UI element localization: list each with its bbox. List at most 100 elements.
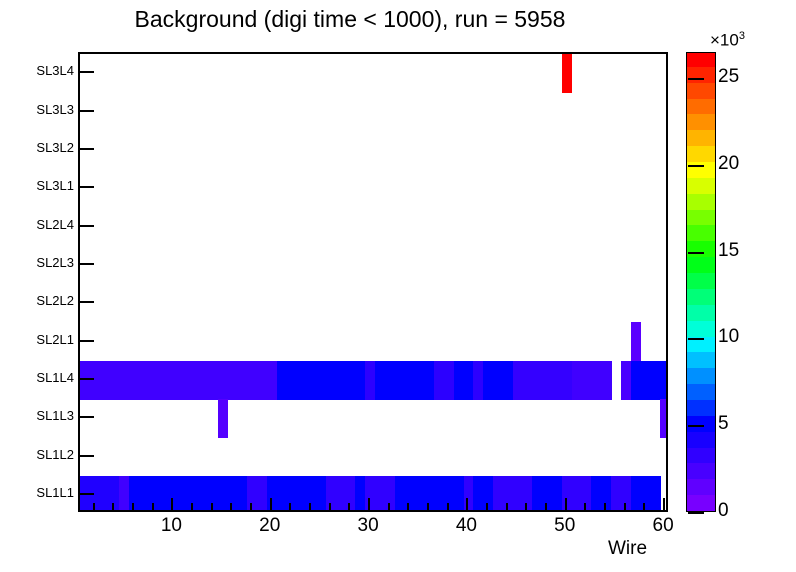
- heatmap-cell[interactable]: [227, 360, 238, 400]
- heatmap-cell[interactable]: [306, 475, 317, 510]
- heatmap-cell[interactable]: [561, 360, 573, 400]
- heatmap-cell[interactable]: [561, 475, 573, 510]
- heatmap-cell[interactable]: [434, 475, 445, 510]
- heatmap-cell[interactable]: [286, 360, 297, 400]
- heatmap-cell[interactable]: [463, 475, 474, 510]
- heatmap-cell[interactable]: [434, 360, 445, 400]
- heatmap-cell[interactable]: [542, 360, 553, 400]
- heatmap-cell[interactable]: [355, 360, 366, 400]
- heatmap-cell[interactable]: [266, 360, 278, 400]
- heatmap-cell[interactable]: [620, 360, 632, 400]
- heatmap-cell[interactable]: [109, 360, 120, 400]
- heatmap-cell[interactable]: [483, 360, 494, 400]
- heatmap-cell[interactable]: [620, 475, 632, 510]
- heatmap-cell[interactable]: [296, 360, 307, 400]
- heatmap-cell[interactable]: [640, 360, 651, 400]
- heatmap-cell[interactable]: [257, 360, 268, 400]
- heatmap-cell[interactable]: [630, 360, 642, 400]
- heatmap-cell[interactable]: [414, 475, 425, 510]
- heatmap-cell[interactable]: [296, 475, 307, 510]
- heatmap-cell[interactable]: [178, 475, 189, 510]
- heatmap-cell[interactable]: [384, 360, 396, 400]
- heatmap-cell[interactable]: [512, 360, 524, 400]
- heatmap-cell[interactable]: [394, 475, 406, 510]
- heatmap-cell[interactable]: [453, 475, 465, 510]
- heatmap-cell[interactable]: [522, 475, 533, 510]
- heatmap-cell[interactable]: [581, 360, 592, 400]
- heatmap-cell[interactable]: [552, 475, 563, 510]
- heatmap-cell[interactable]: [276, 360, 288, 400]
- heatmap-cell[interactable]: [198, 475, 209, 510]
- heatmap-cell[interactable]: [286, 475, 297, 510]
- heatmap-cell[interactable]: [463, 360, 474, 400]
- heatmap-cell[interactable]: [109, 475, 120, 510]
- heatmap-cell[interactable]: [611, 475, 622, 510]
- heatmap-cell[interactable]: [335, 360, 347, 400]
- heatmap-cell[interactable]: [502, 360, 514, 400]
- heatmap-cell[interactable]: [168, 475, 179, 510]
- heatmap-cell[interactable]: [630, 475, 642, 510]
- heatmap-cell[interactable]: [483, 475, 494, 510]
- heatmap-cell[interactable]: [493, 475, 504, 510]
- heatmap-cell[interactable]: [266, 475, 278, 510]
- heatmap-cell[interactable]: [493, 360, 504, 400]
- heatmap-cell[interactable]: [227, 475, 238, 510]
- heatmap-cell[interactable]: [443, 360, 455, 400]
- heatmap-cell[interactable]: [522, 360, 533, 400]
- heatmap-cell[interactable]: [532, 475, 543, 510]
- heatmap-cell[interactable]: [119, 360, 130, 400]
- heatmap-plot-area[interactable]: [78, 52, 668, 512]
- heatmap-cell[interactable]: [473, 475, 484, 510]
- heatmap-cell[interactable]: [237, 475, 248, 510]
- heatmap-cell[interactable]: [80, 360, 91, 400]
- heatmap-cell[interactable]: [335, 475, 347, 510]
- heatmap-cell[interactable]: [571, 360, 583, 400]
- heatmap-cell[interactable]: [404, 475, 415, 510]
- heatmap-cell[interactable]: [601, 360, 612, 400]
- heatmap-cell[interactable]: [512, 475, 524, 510]
- heatmap-cell[interactable]: [178, 360, 189, 400]
- heatmap-cell[interactable]: [453, 360, 465, 400]
- heatmap-cell[interactable]: [660, 360, 666, 400]
- heatmap-cell[interactable]: [119, 475, 130, 510]
- heatmap-cell[interactable]: [581, 475, 592, 510]
- heatmap-cell[interactable]: [630, 322, 642, 362]
- heatmap-cell[interactable]: [571, 475, 583, 510]
- heatmap-cell[interactable]: [384, 475, 396, 510]
- heatmap-cell[interactable]: [424, 475, 435, 510]
- heatmap-cell[interactable]: [316, 475, 327, 510]
- heatmap-cell[interactable]: [217, 360, 229, 400]
- heatmap-cell[interactable]: [542, 475, 553, 510]
- heatmap-cell[interactable]: [129, 360, 140, 400]
- heatmap-cell[interactable]: [188, 475, 199, 510]
- heatmap-cell[interactable]: [139, 475, 150, 510]
- heatmap-cell[interactable]: [650, 360, 661, 400]
- heatmap-cell[interactable]: [660, 399, 666, 438]
- heatmap-cell[interactable]: [247, 360, 258, 400]
- heatmap-cell[interactable]: [561, 54, 573, 93]
- heatmap-cell[interactable]: [375, 360, 386, 400]
- heatmap-cell[interactable]: [188, 360, 199, 400]
- heatmap-cell[interactable]: [414, 360, 425, 400]
- heatmap-cell[interactable]: [99, 360, 111, 400]
- heatmap-cell[interactable]: [365, 475, 376, 510]
- heatmap-cell[interactable]: [158, 475, 170, 510]
- heatmap-cell[interactable]: [325, 360, 337, 400]
- heatmap-cell[interactable]: [139, 360, 150, 400]
- heatmap-cell[interactable]: [443, 475, 455, 510]
- heatmap-cell[interactable]: [198, 360, 209, 400]
- heatmap-cell[interactable]: [325, 475, 337, 510]
- heatmap-cell[interactable]: [473, 360, 484, 400]
- heatmap-cell[interactable]: [424, 360, 435, 400]
- heatmap-cell[interactable]: [591, 360, 602, 400]
- heatmap-cell[interactable]: [217, 475, 229, 510]
- heatmap-cell[interactable]: [207, 475, 219, 510]
- heatmap-cell[interactable]: [89, 360, 101, 400]
- heatmap-cell[interactable]: [89, 475, 101, 510]
- heatmap-cell[interactable]: [237, 360, 248, 400]
- heatmap-cell[interactable]: [502, 475, 514, 510]
- heatmap-cell[interactable]: [404, 360, 415, 400]
- heatmap-cell[interactable]: [650, 475, 661, 510]
- heatmap-cell[interactable]: [345, 475, 356, 510]
- heatmap-cell[interactable]: [257, 475, 268, 510]
